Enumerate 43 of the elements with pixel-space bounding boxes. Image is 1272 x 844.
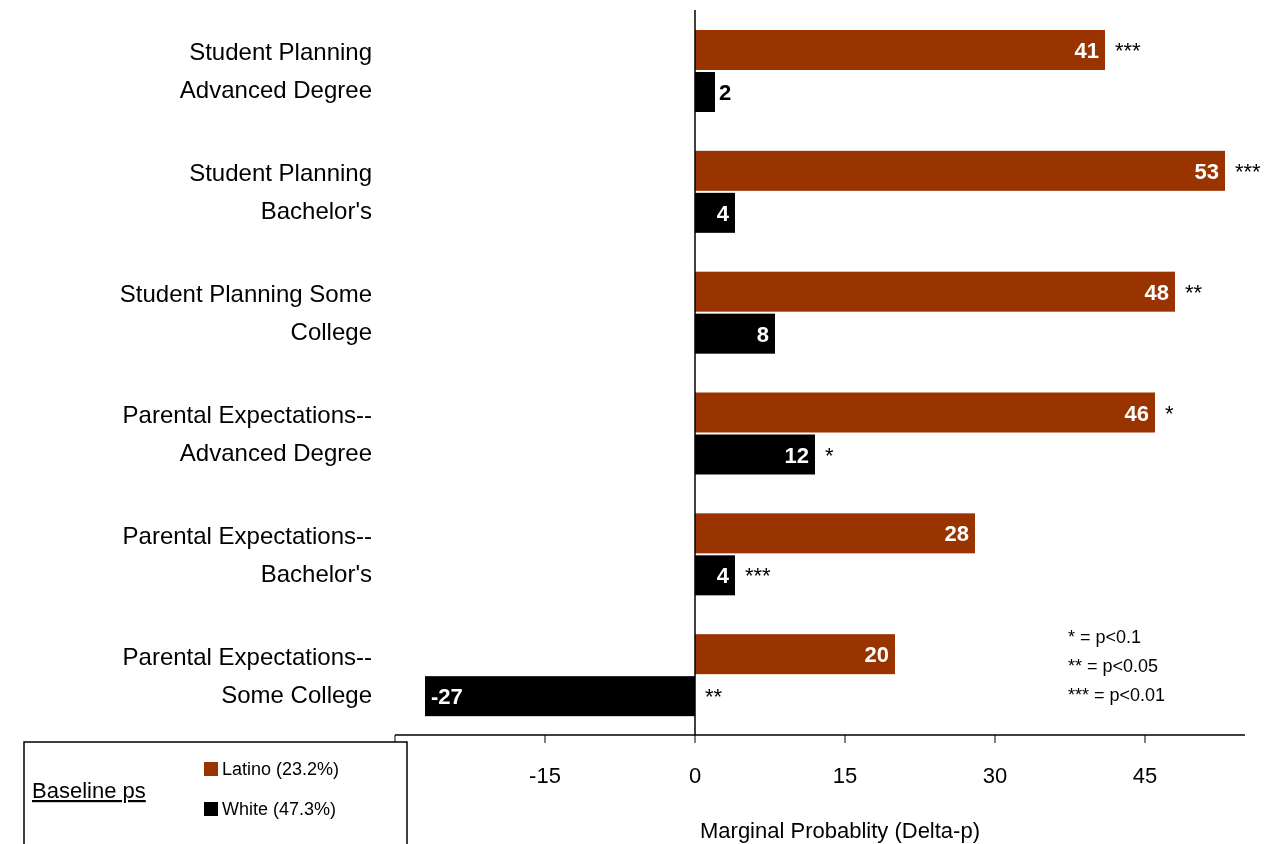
annotation: ** xyxy=(705,684,723,710)
data-label: -27 xyxy=(431,684,463,710)
data-label: 53 xyxy=(1194,158,1219,184)
bar xyxy=(695,392,1155,433)
legend-title: Baseline ps xyxy=(32,778,146,803)
x-tick-label: 30 xyxy=(982,763,1008,788)
y-tick-label: Student Planning Bachelor's xyxy=(189,159,372,225)
annotation: * = p<0.1 xyxy=(1068,627,1142,647)
bar xyxy=(695,30,1105,70)
bar xyxy=(695,513,975,554)
x-tick-label: 0 xyxy=(688,763,702,788)
legend-label: White (47.3%) xyxy=(222,799,337,819)
data-label: 12 xyxy=(784,442,809,468)
annotation: *** = p<0.01 xyxy=(1068,685,1166,705)
x-tick-label: 45 xyxy=(1132,763,1158,788)
y-tick-label: Parental Expectations-- Bachelor's xyxy=(122,521,372,587)
annotation: ** = p<0.05 xyxy=(1068,656,1159,676)
annotation: * xyxy=(1165,400,1174,426)
data-label: 28 xyxy=(944,521,969,547)
data-label: 41 xyxy=(1074,38,1099,63)
x-tick-label: -15 xyxy=(529,763,561,788)
annotation: * xyxy=(825,442,834,468)
data-label: 48 xyxy=(1144,279,1169,305)
bar xyxy=(695,271,1175,312)
annotation: ** xyxy=(1185,279,1203,305)
data-label: 8 xyxy=(756,321,769,347)
data-label: 46 xyxy=(1124,400,1149,426)
x-tick-label: 15 xyxy=(832,763,858,788)
bar xyxy=(695,150,1225,191)
data-label: 4 xyxy=(716,563,730,589)
annotation: *** xyxy=(1235,158,1262,184)
y-tick-label: Student Planning Some College xyxy=(119,280,372,346)
annotation: *** xyxy=(1115,38,1142,63)
y-tick-label: Parental Expectations-- Advanced Degree xyxy=(122,400,372,466)
data-label: 2 xyxy=(719,80,732,105)
data-label: 4 xyxy=(716,200,730,226)
legend-label: Latino (23.2%) xyxy=(222,759,340,779)
annotation: *** xyxy=(745,563,772,589)
bar xyxy=(695,634,895,675)
x-axis-title: Marginal Probablity (Delta-p) xyxy=(700,818,980,843)
y-tick-label: Student Planning Advanced Degree xyxy=(179,38,372,104)
y-tick-label: Parental Expectations-- Some College xyxy=(122,642,372,708)
data-label: 20 xyxy=(864,642,889,668)
